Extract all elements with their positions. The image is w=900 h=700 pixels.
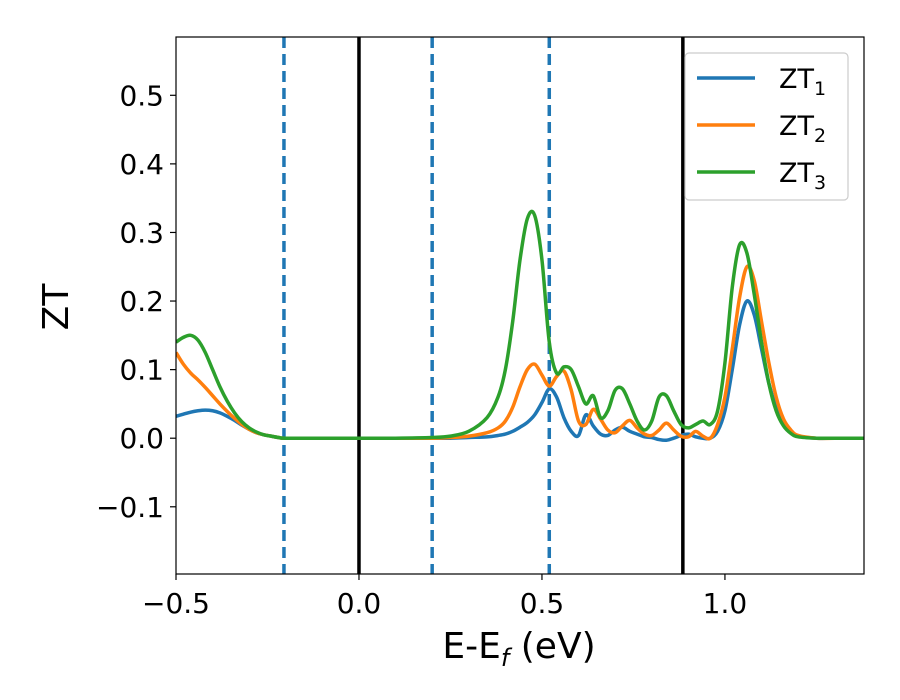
y-tick-label: −0.1 xyxy=(96,491,164,524)
x-axis-title: E-Ef (eV) xyxy=(442,626,595,672)
y-tick-label: 0.2 xyxy=(119,285,164,318)
x-tick-label: 1.0 xyxy=(703,587,748,620)
legend-label-ZT3: ZT3 xyxy=(779,158,826,194)
x-tick-label: −0.5 xyxy=(142,587,210,620)
legend-label-ZT1: ZT1 xyxy=(779,64,826,100)
y-tick-label: 0.5 xyxy=(119,79,164,112)
y-tick-label: 0.4 xyxy=(119,148,164,181)
x-axis-title-main: E-E xyxy=(442,626,500,667)
plot-area xyxy=(176,37,864,574)
axes: −0.5 0.0 0.5 1.0 −0.1 0.0 0.1 0.2 0.3 0.4 0.5 xyxy=(96,36,865,620)
legend-label-ZT2: ZT2 xyxy=(779,111,826,147)
x-tick-label: 0.5 xyxy=(520,587,565,620)
series-line-ZT3 xyxy=(176,209,864,441)
legend: ZT1 ZT2 ZT3 xyxy=(684,52,849,201)
y-axis-title: ZT xyxy=(36,283,77,331)
legend-box xyxy=(684,52,849,201)
y-tick-label: 0.0 xyxy=(119,422,164,455)
y-tick-label: 0.1 xyxy=(119,354,164,387)
x-tick-label: 0.0 xyxy=(337,587,382,620)
y-tick-label: 0.3 xyxy=(119,216,164,249)
x-axis-title-unit: (eV) xyxy=(509,626,595,667)
plot-frame xyxy=(175,36,865,575)
